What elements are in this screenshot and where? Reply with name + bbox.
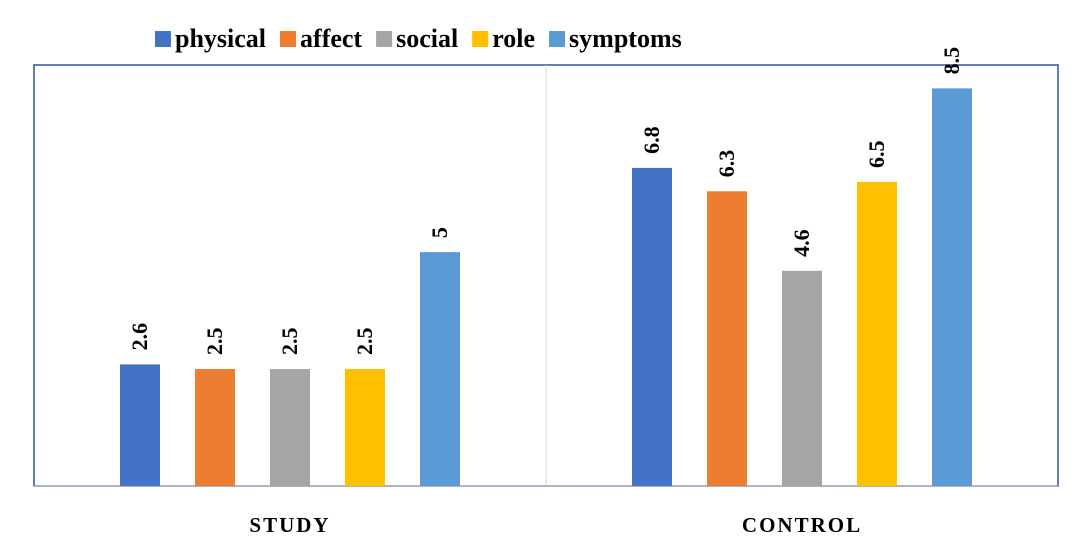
data-label-role-control: 6.5 — [864, 140, 889, 168]
category-label-study: STUDY — [249, 513, 330, 537]
data-label-symptoms-control: 8.5 — [939, 47, 964, 75]
data-label-symptoms-study: 5 — [427, 227, 452, 238]
data-label-affect-study: 2.5 — [202, 328, 227, 356]
bar-affect-control — [707, 191, 747, 487]
legend-swatch-role — [472, 31, 489, 47]
bar-physical-study — [120, 364, 160, 486]
data-label-social-control: 4.6 — [789, 229, 814, 257]
legend-label-physical: physical — [175, 24, 266, 53]
bar-role-control — [857, 181, 897, 486]
bar-social-study — [270, 369, 310, 486]
data-label-social-study: 2.5 — [277, 328, 302, 356]
bars-group — [120, 88, 972, 487]
data-label-role-study: 2.5 — [352, 328, 377, 356]
legend-swatch-symptoms — [549, 31, 566, 47]
bar-affect-study — [195, 369, 235, 486]
data-label-physical-control: 6.8 — [639, 126, 664, 154]
category-labels-group: STUDY CONTROL — [249, 513, 862, 537]
bar-symptoms-control — [932, 88, 972, 486]
category-label-control: CONTROL — [742, 513, 862, 537]
legend-label-symptoms: symptoms — [569, 24, 682, 53]
bar-physical-control — [632, 167, 672, 486]
legend-swatch-affect — [280, 31, 297, 47]
legend-label-role: role — [492, 24, 535, 53]
bar-role-study — [345, 369, 385, 486]
bar-symptoms-study — [420, 252, 460, 486]
legend-swatch-physical — [155, 31, 171, 47]
legend-label-social: social — [396, 24, 458, 53]
bar-social-control — [782, 270, 822, 486]
data-label-physical-study: 2.6 — [127, 323, 152, 351]
data-label-affect-control: 6.3 — [714, 150, 739, 178]
legend-swatch-social — [376, 31, 393, 47]
legend-label-affect: affect — [300, 24, 362, 53]
data-labels-group: 2.6 2.5 2.5 2.5 5 6.8 6.3 4.6 6.5 8.5 — [127, 47, 964, 355]
legend: physical affect social role symptoms — [155, 24, 682, 53]
